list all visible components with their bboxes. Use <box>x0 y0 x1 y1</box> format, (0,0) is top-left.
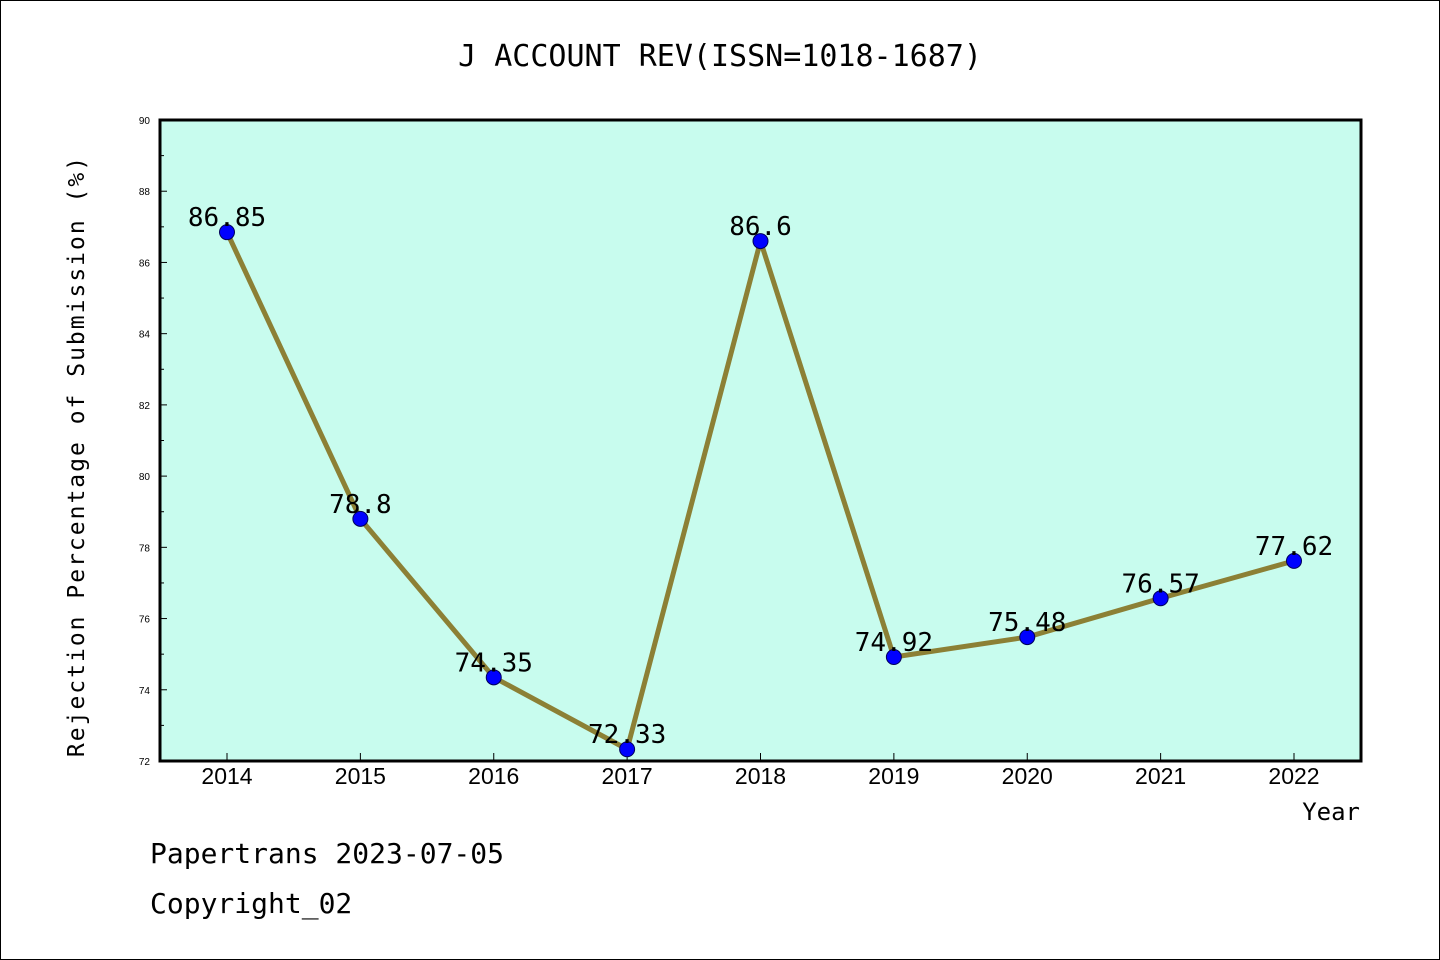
x-tick-label: 2022 <box>1268 763 1319 789</box>
data-point-marker <box>1152 590 1169 607</box>
x-tick-label: 2020 <box>1002 763 1053 789</box>
data-point-marker <box>219 224 235 241</box>
y-tick-label: 90 <box>139 116 151 127</box>
data-label: 86.85 <box>188 203 266 233</box>
x-tick-label: 2019 <box>868 763 919 789</box>
data-labels: 86.85 78.8 74.35 72.33 86.6 74.92 75.48 76.57 77… <box>188 203 1333 750</box>
data-point-marker <box>352 510 369 527</box>
data-point-marker <box>1286 552 1302 569</box>
data-label: 74.35 <box>455 648 533 678</box>
series-line-group <box>219 224 1302 758</box>
x-tick-label: 2018 <box>735 763 786 789</box>
data-point-marker <box>885 649 902 666</box>
data-point-marker <box>485 669 502 686</box>
data-label: 78.8 <box>329 490 392 520</box>
y-tick-label: 72 <box>139 757 151 768</box>
y-tick-label: 86 <box>139 258 151 269</box>
x-tick-label: 2015 <box>335 763 386 789</box>
x-tick-label: 2014 <box>201 763 252 789</box>
data-label: 74.92 <box>855 628 933 658</box>
data-label: 76.57 <box>1121 569 1199 599</box>
data-label: 86.6 <box>729 212 792 242</box>
y-tick-label: 80 <box>139 472 151 483</box>
y-tick-label: 74 <box>139 686 151 697</box>
chart-title: J ACCOUNT REV(ISSN=1018-1687) <box>458 39 982 74</box>
y-tick-label: 78 <box>139 543 151 554</box>
x-tick-label: 2016 <box>468 763 519 789</box>
y-axis-label: Rejection Percentage of Submission (%) <box>64 155 90 757</box>
y-tick-label: 88 <box>139 187 151 198</box>
x-axis: 2014 2015 2016 2017 2018 2019 2020 2021 2022 <box>201 753 1320 789</box>
data-label: 72.33 <box>588 720 666 750</box>
data-label: 75.48 <box>988 608 1066 638</box>
footer-date: Papertrans 2023-07-05 <box>150 837 504 870</box>
x-axis-label: Year <box>1302 798 1360 826</box>
y-tick-label: 76 <box>139 615 151 626</box>
data-point-marker <box>1019 629 1036 646</box>
y-tick-label: 82 <box>139 401 151 412</box>
data-point-marker <box>619 741 636 758</box>
plot-area <box>158 118 1363 763</box>
data-label: 77.62 <box>1255 532 1333 562</box>
y-tick-label: 84 <box>139 330 151 341</box>
y-axis: 72 74 76 78 80 82 84 86 88 90 <box>139 116 167 768</box>
x-tick-label: 2021 <box>1135 763 1186 789</box>
data-point-marker <box>752 233 769 250</box>
x-tick-label: 2017 <box>602 763 653 789</box>
footer-copyright: Copyright_02 <box>150 887 352 921</box>
